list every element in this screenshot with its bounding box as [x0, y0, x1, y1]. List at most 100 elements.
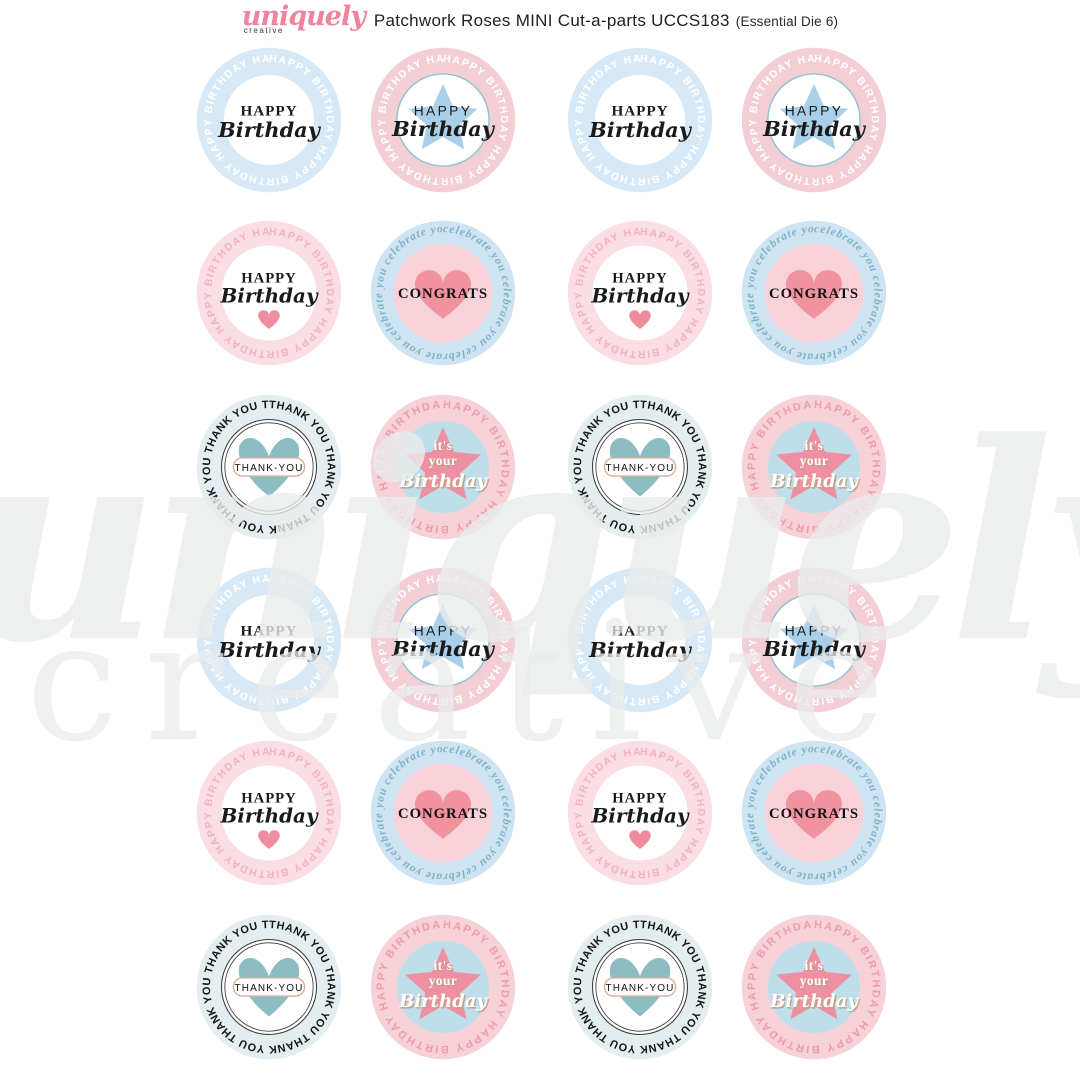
- svg-text:HAPPY: HAPPY: [241, 791, 296, 807]
- thank-you-svg: THANK YOU THANK YOU THANK YOU THANK YOU …: [564, 911, 713, 1060]
- pink-birthday-heart-svg: HAPPY BIRTHDAY HAPPY BIRTHDAY HAPPY BIRT…: [193, 217, 342, 366]
- svg-text:HAPPY: HAPPY: [414, 623, 473, 638]
- svg-text:your: your: [800, 973, 829, 988]
- pink-star-birthday-svg: HAPPY BIRTHDAY HAPPY BIRTHDAY HAPPY BIRT…: [738, 564, 887, 713]
- svg-text:Birthday: Birthday: [219, 284, 318, 308]
- blue-congrats-svg: celebrate you celebrate you celebrate yo…: [367, 217, 516, 366]
- svg-text:Birthday: Birthday: [588, 637, 693, 662]
- svg-text:Birthday: Birthday: [391, 636, 496, 661]
- badge-pink-birthday-heart: HAPPY BIRTHDAY HAPPY BIRTHDAY HAPPY BIRT…: [564, 737, 716, 889]
- page-title: Patchwork Roses MINI Cut-a-parts UCCS183: [373, 11, 730, 30]
- svg-text:your: your: [429, 973, 458, 988]
- brand-tagline: creative: [243, 26, 284, 35]
- svg-text:CONGRATS: CONGRATS: [398, 806, 488, 822]
- svg-text:HAPPY: HAPPY: [241, 271, 296, 287]
- pink-star-birthday-svg: HAPPY BIRTHDAY HAPPY BIRTHDAY HAPPY BIRT…: [367, 564, 516, 713]
- svg-text:it's: it's: [434, 958, 453, 973]
- badge-its-your-birthday: HAPPY BIRTHDAY HAPPY BIRTHDAY HAPPY BIRT…: [367, 911, 519, 1063]
- thank-you-svg: THANK YOU THANK YOU THANK YOU THANK YOU …: [564, 391, 713, 540]
- badge-blue-congrats: celebrate you celebrate you celebrate yo…: [367, 217, 519, 369]
- svg-text:THANK-YOU: THANK-YOU: [606, 983, 675, 994]
- blue-congrats-svg: celebrate you celebrate you celebrate yo…: [738, 737, 887, 886]
- badge-pink-birthday-heart: HAPPY BIRTHDAY HAPPY BIRTHDAY HAPPY BIRT…: [193, 217, 345, 369]
- svg-text:Birthday: Birthday: [398, 991, 488, 1012]
- badge-thank-you: THANK YOU THANK YOU THANK YOU THANK YOU …: [564, 391, 716, 543]
- badge-blue-birthday: HAPPY BIRTHDAY HAPPY BIRTHDAY HAPPY BIRT…: [564, 44, 716, 196]
- brand-logo: uniquely creative: [241, 1, 366, 35]
- svg-text:THANK-YOU: THANK-YOU: [235, 983, 304, 994]
- svg-text:it's: it's: [434, 438, 453, 453]
- thank-you-svg: THANK YOU THANK YOU THANK YOU THANK YOU …: [193, 911, 342, 1060]
- pink-star-birthday-svg: HAPPY BIRTHDAY HAPPY BIRTHDAY HAPPY BIRT…: [367, 44, 516, 193]
- svg-text:CONGRATS: CONGRATS: [769, 806, 859, 822]
- svg-text:your: your: [800, 453, 829, 468]
- its-your-birthday-svg: HAPPY BIRTHDAY HAPPY BIRTHDAY HAPPY BIRT…: [738, 911, 887, 1060]
- svg-text:Birthday: Birthday: [588, 117, 693, 142]
- svg-text:your: your: [430, 454, 459, 469]
- svg-text:Birthday: Birthday: [590, 284, 689, 308]
- svg-text:HAPPY: HAPPY: [414, 103, 473, 118]
- svg-text:HAPPY: HAPPY: [785, 103, 844, 118]
- brand-name: uniquely: [241, 1, 366, 32]
- svg-text:it's: it's: [435, 959, 454, 974]
- svg-text:Birthday: Birthday: [769, 991, 859, 1012]
- badge-pink-star-birthday: HAPPY BIRTHDAY HAPPY BIRTHDAY HAPPY BIRT…: [738, 44, 890, 196]
- badge-pink-star-birthday: HAPPY BIRTHDAY HAPPY BIRTHDAY HAPPY BIRT…: [738, 564, 890, 716]
- badge-blue-birthday: HAPPY BIRTHDAY HAPPY BIRTHDAY HAPPY BIRT…: [193, 44, 345, 196]
- svg-text:HAPPY: HAPPY: [612, 791, 667, 807]
- svg-text:Birthday: Birthday: [399, 472, 489, 493]
- svg-text:it's: it's: [805, 438, 824, 453]
- blue-congrats-svg: celebrate you celebrate you celebrate yo…: [367, 737, 516, 886]
- svg-text:Birthday: Birthday: [399, 992, 489, 1013]
- header-title-group: Patchwork Roses MINI Cut-a-parts UCCS183…: [374, 4, 838, 31]
- badge-thank-you: THANK YOU THANK YOU THANK YOU THANK YOU …: [564, 911, 716, 1063]
- svg-text:Birthday: Birthday: [398, 471, 488, 492]
- pink-birthday-heart-svg: HAPPY BIRTHDAY HAPPY BIRTHDAY HAPPY BIRT…: [193, 737, 342, 886]
- badge-thank-you: THANK YOU THANK YOU THANK YOU THANK YOU …: [193, 391, 345, 543]
- svg-text:Birthday: Birthday: [590, 804, 689, 828]
- badge-thank-you: THANK YOU THANK YOU THANK YOU THANK YOU …: [193, 911, 345, 1063]
- badge-pink-star-birthday: HAPPY BIRTHDAY HAPPY BIRTHDAY HAPPY BIRT…: [367, 564, 519, 716]
- svg-text:Birthday: Birthday: [219, 804, 318, 828]
- svg-text:HAPPY: HAPPY: [785, 623, 844, 638]
- pink-star-birthday-svg: HAPPY BIRTHDAY HAPPY BIRTHDAY HAPPY BIRT…: [738, 44, 887, 193]
- badge-blue-birthday: HAPPY BIRTHDAY HAPPY BIRTHDAY HAPPY BIRT…: [193, 564, 345, 716]
- svg-text:THANK-YOU: THANK-YOU: [235, 463, 304, 474]
- svg-text:THANK-YOU: THANK-YOU: [606, 463, 675, 474]
- badge-blue-congrats: celebrate you celebrate you celebrate yo…: [367, 737, 519, 889]
- svg-text:it's: it's: [806, 439, 825, 454]
- blue-birthday-svg: HAPPY BIRTHDAY HAPPY BIRTHDAY HAPPY BIRT…: [193, 44, 342, 193]
- thank-you-svg: THANK YOU THANK YOU THANK YOU THANK YOU …: [193, 391, 342, 540]
- header: uniquely creative Patchwork Roses MINI C…: [0, 1, 1080, 44]
- its-your-birthday-svg: HAPPY BIRTHDAY HAPPY BIRTHDAY HAPPY BIRT…: [367, 391, 516, 540]
- svg-text:HAPPY: HAPPY: [240, 622, 297, 639]
- badge-pink-star-birthday: HAPPY BIRTHDAY HAPPY BIRTHDAY HAPPY BIRT…: [367, 44, 519, 196]
- svg-text:CONGRATS: CONGRATS: [769, 286, 859, 302]
- svg-text:HAPPY: HAPPY: [611, 102, 668, 119]
- badge-blue-congrats: celebrate you celebrate you celebrate yo…: [738, 737, 890, 889]
- badge-its-your-birthday: HAPPY BIRTHDAY HAPPY BIRTHDAY HAPPY BIRT…: [738, 911, 890, 1063]
- svg-text:HAPPY: HAPPY: [240, 102, 297, 119]
- svg-text:it's: it's: [805, 958, 824, 973]
- badge-pink-birthday-heart: HAPPY BIRTHDAY HAPPY BIRTHDAY HAPPY BIRT…: [193, 737, 345, 889]
- svg-text:your: your: [430, 974, 459, 989]
- blue-birthday-svg: HAPPY BIRTHDAY HAPPY BIRTHDAY HAPPY BIRT…: [564, 564, 713, 713]
- svg-text:CONGRATS: CONGRATS: [398, 286, 488, 302]
- svg-text:Birthday: Birthday: [391, 116, 496, 141]
- svg-text:your: your: [801, 454, 830, 469]
- badge-its-your-birthday: HAPPY BIRTHDAY HAPPY BIRTHDAY HAPPY BIRT…: [738, 391, 890, 543]
- badge-its-your-birthday: HAPPY BIRTHDAY HAPPY BIRTHDAY HAPPY BIRT…: [367, 391, 519, 543]
- svg-text:Birthday: Birthday: [770, 472, 860, 493]
- svg-text:Birthday: Birthday: [769, 471, 859, 492]
- badge-blue-congrats: celebrate you celebrate you celebrate yo…: [738, 217, 890, 369]
- pink-birthday-heart-svg: HAPPY BIRTHDAY HAPPY BIRTHDAY HAPPY BIRT…: [564, 737, 713, 886]
- svg-text:your: your: [429, 453, 458, 468]
- badge-pink-birthday-heart: HAPPY BIRTHDAY HAPPY BIRTHDAY HAPPY BIRT…: [564, 217, 716, 369]
- svg-text:Birthday: Birthday: [770, 992, 860, 1013]
- svg-text:HAPPY: HAPPY: [611, 622, 668, 639]
- svg-text:it's: it's: [435, 439, 454, 454]
- svg-text:Birthday: Birthday: [762, 116, 867, 141]
- svg-text:HAPPY: HAPPY: [612, 271, 667, 287]
- blue-birthday-svg: HAPPY BIRTHDAY HAPPY BIRTHDAY HAPPY BIRT…: [564, 44, 713, 193]
